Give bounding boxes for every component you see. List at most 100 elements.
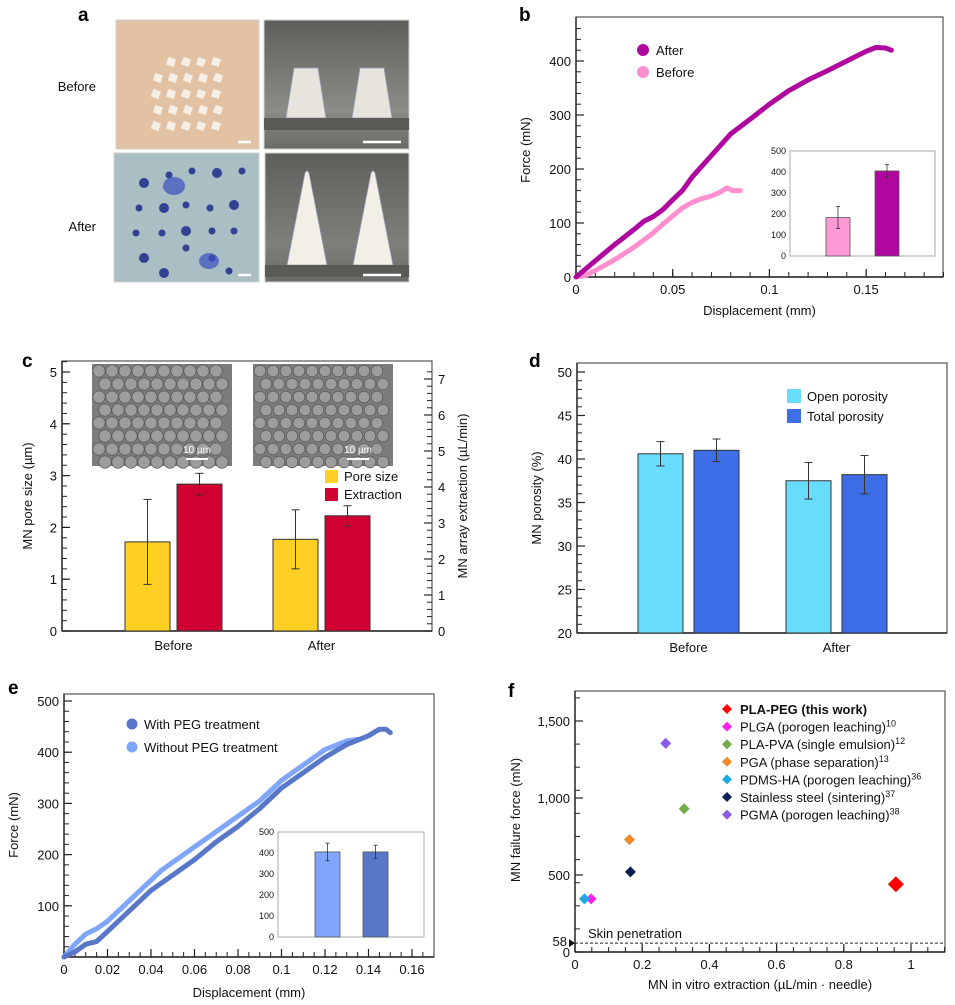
sem-particle: [272, 455, 286, 469]
inset-y-tick-label: 100: [771, 230, 786, 240]
y-axis-label-left: MN pore size (µm): [20, 442, 35, 549]
dye-blot: [163, 177, 185, 195]
skin-puncture-mark: [182, 104, 194, 116]
dye-spot: [132, 229, 140, 237]
sem-particle: [298, 377, 312, 391]
sem-particle: [209, 442, 223, 456]
photo-after-microneedle-photo: [264, 152, 410, 283]
sem-particle: [370, 416, 384, 430]
inset-bar: [314, 851, 341, 938]
legend-label: Without PEG treatment: [144, 740, 278, 755]
sem-particle: [350, 429, 364, 443]
y-tick-label: 20: [558, 626, 572, 641]
panel-d: d 20 25 30 35 40 45 50 MN porosity (%) Before Afte…: [529, 351, 948, 655]
skin-puncture-mark: [195, 56, 207, 68]
y-tick-label: 0: [438, 624, 445, 639]
legend-marker: [126, 718, 138, 730]
x-tick-label: 0.12: [312, 962, 337, 977]
x-axis-label: Displacement (mm): [193, 985, 306, 1000]
series-before-line: [573, 185, 743, 280]
skin-puncture-mark: [150, 88, 162, 100]
scatter-point-pla-pva: [678, 803, 690, 815]
sem-particle: [170, 390, 184, 404]
sem-particle: [370, 364, 384, 378]
dye-spot: [206, 204, 214, 212]
sem-particle: [124, 455, 138, 469]
bar-extraction: [176, 483, 223, 632]
sem-particle: [157, 364, 171, 378]
skin-puncture-mark: [152, 72, 164, 84]
sem-particle: [292, 390, 306, 404]
bar-extraction: [324, 515, 371, 632]
sem-particle: [344, 442, 358, 456]
x-tick-label: 1: [907, 957, 914, 972]
sem-particle: [105, 416, 119, 430]
sem-particle: [318, 442, 332, 456]
skin-puncture-mark: [195, 120, 207, 132]
dye-spot: [182, 244, 190, 252]
sem-particle: [98, 403, 112, 417]
sem-scale-label: 10 µm: [344, 445, 372, 456]
sem-particle: [285, 455, 299, 469]
y-axis-label: Force (mN): [6, 792, 21, 858]
skin-puncture-mark: [210, 88, 222, 100]
panel-b: b 0 100 200 300 400 0 0.05 0.1 0.15 Force (mN) Disp…: [518, 5, 944, 318]
sem-particle: [189, 429, 203, 443]
skin-puncture-mark: [210, 56, 222, 68]
scatter-point-pga: [623, 834, 635, 846]
x-tick-label: 0.4: [700, 957, 718, 972]
sem-particle: [111, 429, 125, 443]
y-tick-label: 2: [50, 520, 57, 535]
y-tick-label: 3: [50, 469, 57, 484]
legend-reference: 38: [890, 807, 900, 817]
y-tick-label: 1: [438, 588, 445, 603]
skin-penetration-label: Skin penetration: [588, 926, 682, 941]
legend-marker: [637, 66, 649, 78]
sem-particle: [98, 429, 112, 443]
sem-particle: [292, 364, 306, 378]
legend-label: PGA (phase separation)13: [740, 754, 889, 770]
sem-particle: [131, 390, 145, 404]
sem-particle: [318, 390, 332, 404]
sem-particle: [183, 442, 197, 456]
sem-particle: [209, 416, 223, 430]
legend-label: PLA-PVA (single emulsion)12: [740, 736, 905, 752]
x-category-label: After: [823, 640, 851, 655]
sem-particle: [150, 429, 164, 443]
legend-label: PLA-PEG (this work): [740, 702, 867, 717]
sem-particle: [196, 364, 210, 378]
sem-particle: [124, 429, 138, 443]
sem-particle: [105, 364, 119, 378]
dye-spot: [139, 253, 149, 263]
sem-particle: [266, 442, 280, 456]
y-tick-label: 300: [549, 108, 571, 123]
sem-particle: [202, 377, 216, 391]
inset-y-tick-label: 200: [771, 209, 786, 219]
x-tick-label: 0: [571, 957, 578, 972]
legend-swatch: [325, 488, 338, 501]
sem-particle: [376, 403, 390, 417]
sem-particle: [170, 442, 184, 456]
y-tick-label: 5: [50, 365, 57, 380]
sem-particle: [298, 403, 312, 417]
sem-particle: [176, 377, 190, 391]
sem-particle: [163, 455, 177, 469]
scatter-point-pla-peg: [887, 876, 904, 893]
x-tick-label: 0: [60, 962, 67, 977]
sem-particle: [202, 429, 216, 443]
sem-particle: [215, 455, 229, 469]
y-tick-label: 200: [549, 162, 571, 177]
sem-scale-label: 10 µm: [183, 445, 211, 456]
dye-spot: [135, 204, 143, 212]
y-tick-label: 4: [50, 417, 57, 432]
sem-particle: [209, 364, 223, 378]
skin-puncture-mark: [182, 72, 194, 84]
sem-particle: [285, 429, 299, 443]
sem-particle: [98, 455, 112, 469]
dye-spot: [188, 167, 196, 175]
skin-puncture-mark: [210, 120, 222, 132]
bar-total-porosity: [693, 449, 740, 634]
legend-marker: [637, 44, 649, 56]
sem-particle: [137, 403, 151, 417]
